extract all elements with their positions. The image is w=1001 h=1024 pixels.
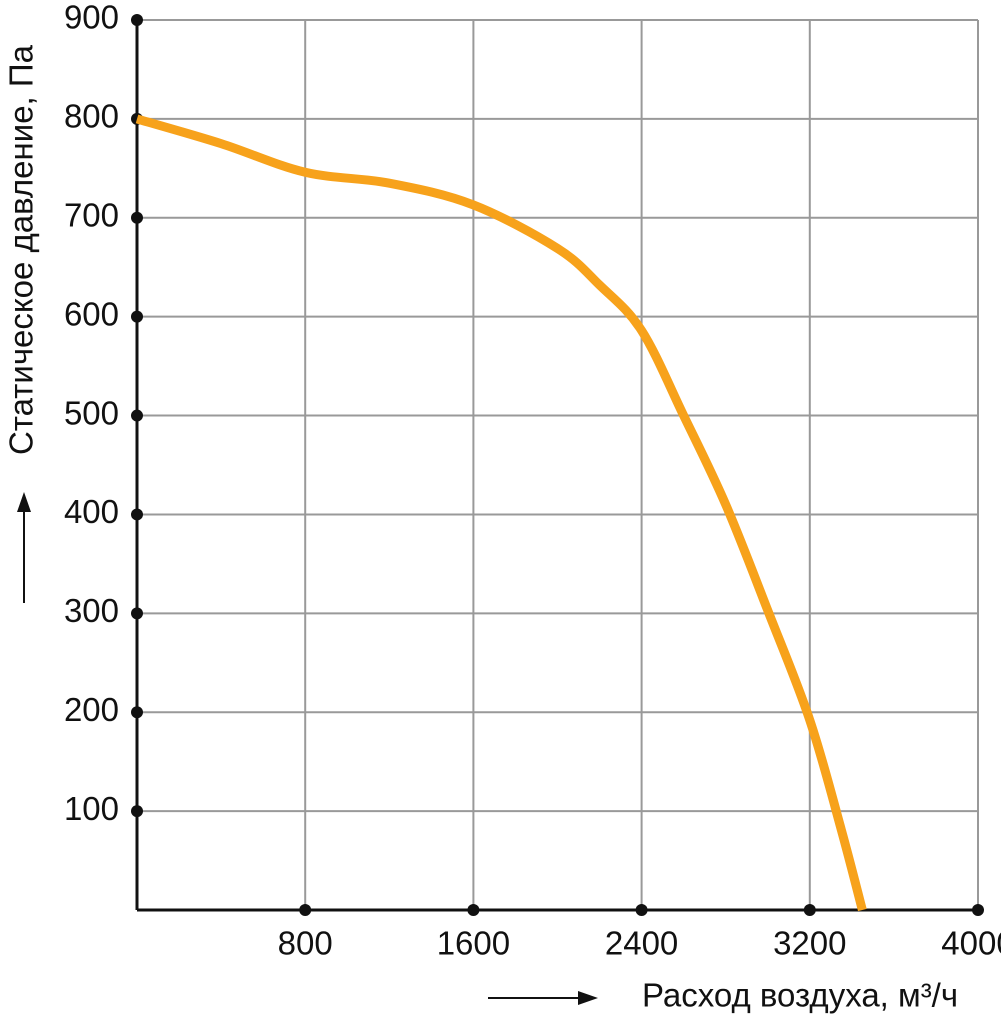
x-tick-dot bbox=[467, 904, 480, 916]
x-tick-dot bbox=[299, 904, 312, 916]
x-tick-dot bbox=[635, 904, 648, 916]
y-axis-label: Статическое давление, Па bbox=[3, 44, 40, 455]
y-tick-label: 800 bbox=[64, 98, 119, 135]
y-tick-dot bbox=[131, 211, 143, 224]
y-tick-label: 200 bbox=[64, 691, 119, 728]
y-tick-dot bbox=[131, 607, 143, 620]
y-tick-dot bbox=[131, 310, 143, 323]
x-tick-dot bbox=[972, 904, 984, 916]
y-tick-label: 600 bbox=[64, 295, 119, 332]
y-tick-label: 300 bbox=[64, 592, 119, 629]
y-tick-label: 100 bbox=[64, 790, 119, 827]
y-tick-dot bbox=[131, 409, 143, 422]
y-tick-dot bbox=[131, 706, 143, 719]
x-axis-label: Расход воздуха, м³/ч bbox=[642, 977, 958, 1014]
x-tick-label: 3200 bbox=[773, 925, 846, 962]
y-tick-dot bbox=[131, 14, 143, 26]
x-tick-label: 4000 bbox=[941, 925, 1001, 962]
y-tick-dot bbox=[131, 508, 143, 521]
y-tick-label: 400 bbox=[64, 493, 119, 530]
y-tick-label: 500 bbox=[64, 394, 119, 431]
y-tick-dot bbox=[131, 805, 143, 818]
x-tick-dot bbox=[803, 904, 816, 916]
axis-arrows bbox=[17, 492, 598, 1005]
x-tick-label: 1600 bbox=[437, 925, 510, 962]
x-tick-label: 2400 bbox=[605, 925, 678, 962]
series-line bbox=[135, 114, 867, 912]
y-tick-label: 900 bbox=[64, 0, 119, 36]
y-tick-label: 700 bbox=[64, 196, 119, 233]
x-tick-label: 800 bbox=[278, 925, 333, 962]
